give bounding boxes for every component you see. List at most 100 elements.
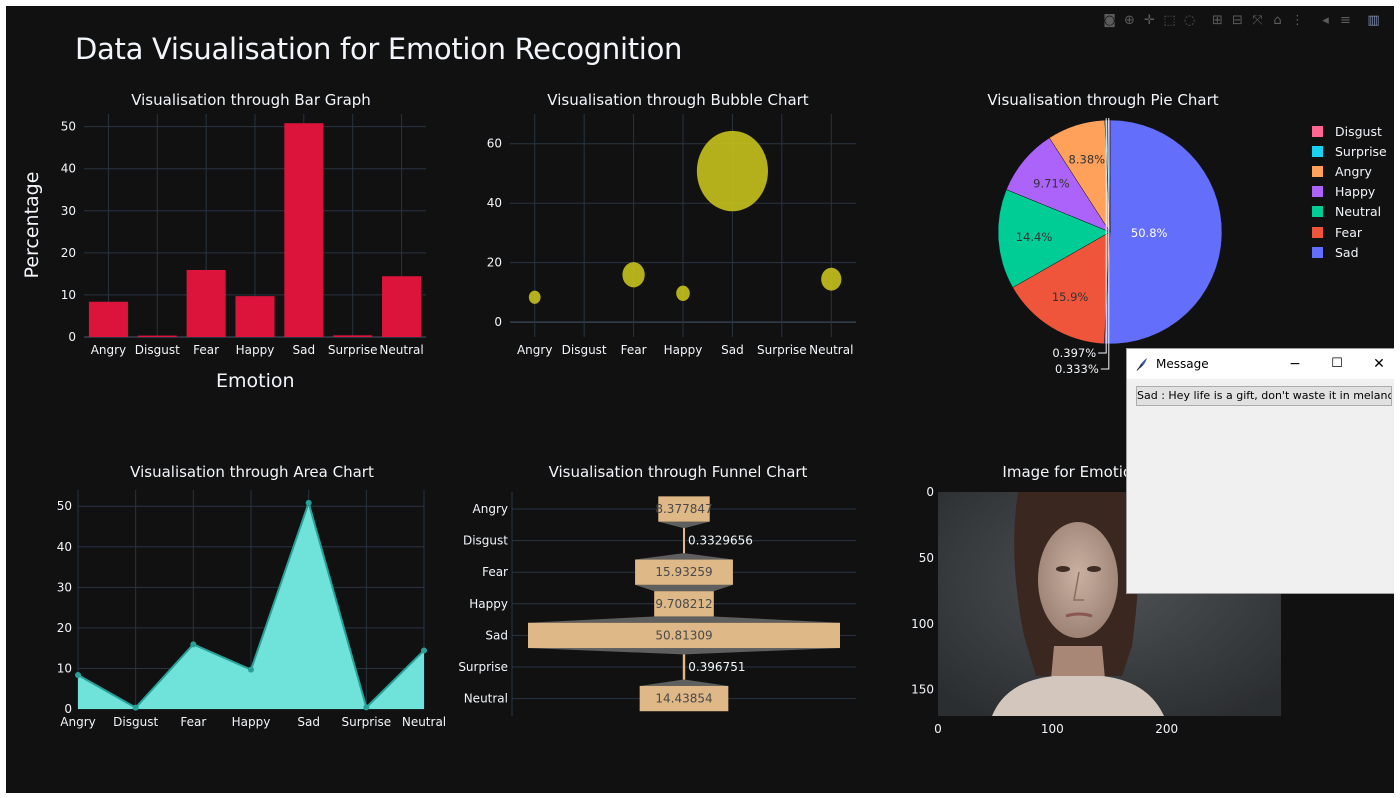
message-text-button[interactable]: Sad : Hey life is a gift, don't waste it… bbox=[1136, 386, 1392, 406]
legend-item-surprise[interactable]: Surprise bbox=[1312, 141, 1387, 161]
area-point-happy[interactable] bbox=[248, 666, 254, 673]
area-point-neutral[interactable] bbox=[421, 647, 427, 654]
box-select-icon[interactable]: ⬚ bbox=[1163, 13, 1176, 28]
bubble-y-tick: 0 bbox=[494, 315, 502, 329]
funnel-bar-angry[interactable] bbox=[658, 496, 710, 522]
funnel-connector bbox=[658, 521, 710, 528]
funnel-value-label: 9.708212 bbox=[655, 597, 712, 611]
bubble-chart: 0 20 40 60 Angry Disgust Fear Happy Sad Surprise N… bbox=[487, 114, 856, 357]
pie-slice-neutral[interactable] bbox=[997, 189, 1111, 288]
bar-y-tick: 40 bbox=[61, 162, 76, 176]
bar-x-tick: Sad bbox=[293, 343, 316, 357]
plotly-logo-icon[interactable]: ▥ bbox=[1367, 13, 1380, 28]
pie-label-neutral: 14.4% bbox=[1016, 230, 1053, 244]
legend-label: Fear bbox=[1335, 224, 1362, 240]
area-point-angry[interactable] bbox=[75, 672, 81, 679]
legend-label: Neutral bbox=[1335, 204, 1382, 220]
image-x-tick: 200 bbox=[1155, 722, 1178, 736]
area-point-fear[interactable] bbox=[190, 641, 197, 648]
face-image bbox=[938, 492, 1281, 716]
bubble-sad[interactable] bbox=[696, 130, 768, 212]
area-chart-title: Visualisation through Area Chart bbox=[130, 463, 374, 481]
hover-compare-icon[interactable]: ≡ bbox=[1340, 13, 1351, 28]
pie-chart: 50.8% 15.9% 14.4% 9.71% 8.38% 0.397% 0.333% bbox=[997, 118, 1223, 376]
message-dialog: Message − ☐ ✕ Sad : Hey life is a gift, … bbox=[1126, 348, 1394, 594]
zoom-out-icon[interactable]: ⊟ bbox=[1232, 13, 1243, 28]
funnel-value-label: 8.377847 bbox=[655, 502, 712, 516]
page-title: Data Visualisation for Emotion Recogniti… bbox=[75, 32, 683, 66]
image-panel-title: Image for Emotion bbox=[1002, 463, 1142, 481]
bar-x-tick: Fear bbox=[193, 343, 219, 357]
image-y-tick: 0 bbox=[926, 485, 934, 499]
legend-swatch bbox=[1312, 186, 1323, 198]
funnel-bar-happy[interactable] bbox=[654, 591, 714, 617]
funnel-value-label: 14.43854 bbox=[655, 692, 712, 706]
bar-happy[interactable] bbox=[235, 296, 275, 337]
area-point-surprise[interactable] bbox=[363, 704, 370, 711]
legend-item-angry[interactable]: Angry bbox=[1312, 161, 1387, 181]
maximize-button[interactable]: ☐ bbox=[1331, 356, 1343, 371]
area-x-tick: Sad bbox=[297, 715, 320, 729]
bar-y-tick: 10 bbox=[61, 288, 76, 302]
pie-label-disgust: 0.333% bbox=[1055, 362, 1099, 376]
image-x-tick: 100 bbox=[1041, 722, 1064, 736]
autoscale-icon[interactable]: ⤧ bbox=[1252, 13, 1263, 28]
reset-axes-icon[interactable]: ⌂ bbox=[1273, 13, 1282, 28]
bar-x-tick: Neutral bbox=[379, 343, 423, 357]
bubble-x-tick: Neutral bbox=[809, 343, 853, 357]
pie-label-sad: 50.8% bbox=[1131, 226, 1168, 240]
legend-item-happy[interactable]: Happy bbox=[1312, 182, 1387, 202]
bubble-happy[interactable] bbox=[676, 285, 690, 301]
legend-label: Happy bbox=[1335, 184, 1376, 200]
bubble-fear[interactable] bbox=[622, 262, 645, 288]
legend-item-fear[interactable]: Fear bbox=[1312, 222, 1387, 242]
pan-icon[interactable]: ✛ bbox=[1144, 13, 1155, 28]
bar-y-tick: 30 bbox=[61, 204, 76, 218]
legend-item-sad[interactable]: Sad bbox=[1312, 242, 1387, 262]
bubble-angry[interactable] bbox=[528, 290, 541, 304]
image-y-tick: 50 bbox=[919, 551, 934, 565]
bar-disgust[interactable] bbox=[137, 335, 177, 337]
plot-modebar: ◙ ⊕ ✛ ⬚ ◌ ⊞ ⊟ ⤧ ⌂ ⋮ ◂ ≡ ▥ bbox=[1101, 12, 1382, 29]
lasso-icon[interactable]: ◌ bbox=[1183, 13, 1196, 28]
close-button[interactable]: ✕ bbox=[1373, 356, 1385, 372]
bar-surprise[interactable] bbox=[333, 335, 373, 337]
bubble-x-tick: Happy bbox=[664, 343, 703, 357]
legend-item-disgust[interactable]: Disgust bbox=[1312, 121, 1387, 141]
funnel-bar-fear[interactable] bbox=[635, 559, 733, 585]
hover-closest-icon[interactable]: ◂ bbox=[1322, 13, 1329, 28]
legend-item-neutral[interactable]: Neutral bbox=[1312, 202, 1387, 222]
funnel-chart-title: Visualisation through Funnel Chart bbox=[548, 463, 808, 481]
bar-sad[interactable] bbox=[284, 123, 324, 337]
zoom-icon[interactable]: ⊕ bbox=[1124, 13, 1135, 28]
funnel-bar-disgust[interactable] bbox=[682, 527, 686, 554]
pie-leader-line bbox=[1098, 118, 1107, 354]
minimize-button[interactable]: − bbox=[1289, 356, 1301, 372]
area-y-tick: 10 bbox=[57, 661, 72, 675]
bar-fear[interactable] bbox=[186, 269, 226, 337]
camera-icon[interactable]: ◙ bbox=[1103, 13, 1116, 28]
image-y-tick: 100 bbox=[911, 617, 934, 631]
message-titlebar[interactable]: Message − ☐ ✕ bbox=[1127, 349, 1394, 379]
bar-angry[interactable] bbox=[88, 301, 128, 337]
area-x-tick: Happy bbox=[232, 715, 271, 729]
bar-x-axis-title: Emotion bbox=[216, 370, 295, 392]
funnel-y-tick: Angry bbox=[473, 502, 508, 516]
bubble-neutral[interactable] bbox=[821, 267, 842, 291]
funnel-bar-neutral[interactable] bbox=[639, 685, 729, 712]
pie-label-fear: 15.9% bbox=[1052, 290, 1089, 304]
funnel-bar-sad[interactable] bbox=[528, 622, 840, 649]
area-point-disgust[interactable] bbox=[132, 704, 139, 711]
zoom-in-icon[interactable]: ⊞ bbox=[1212, 13, 1223, 28]
area-y-tick: 50 bbox=[57, 499, 72, 513]
spike-lines-icon[interactable]: ⋮ bbox=[1291, 13, 1304, 28]
bar-neutral[interactable] bbox=[382, 276, 422, 337]
funnel-bar-surprise[interactable] bbox=[682, 654, 686, 680]
pie-slice-fear[interactable] bbox=[1012, 231, 1111, 345]
funnel-y-tick: Fear bbox=[482, 565, 508, 579]
emotion-image-panel: 0 50 100 150 0 100 200 bbox=[911, 485, 1281, 736]
bar-x-tick: Disgust bbox=[135, 343, 180, 357]
pie-slice-sad[interactable] bbox=[1104, 119, 1223, 345]
area-point-sad[interactable] bbox=[305, 499, 312, 506]
image-y-tick: 150 bbox=[911, 683, 934, 697]
